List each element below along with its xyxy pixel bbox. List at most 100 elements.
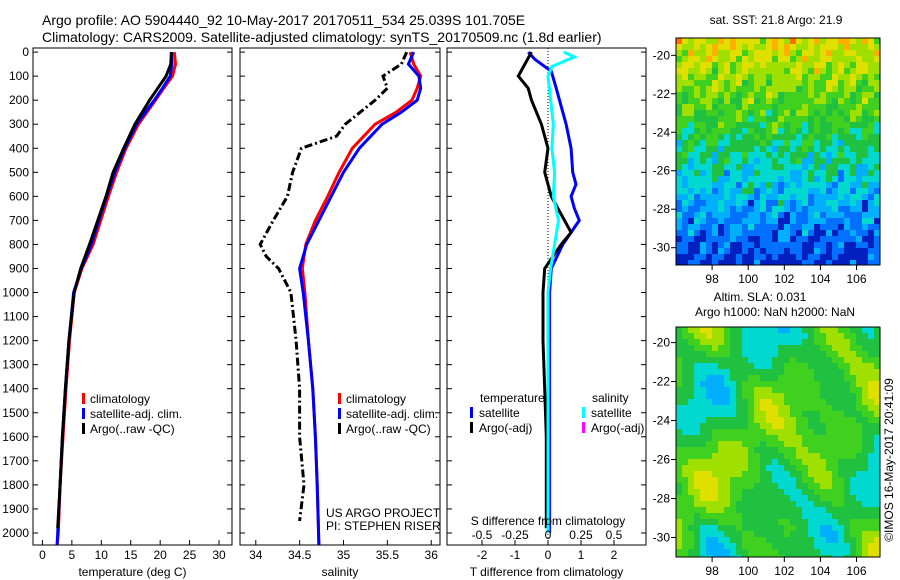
map-cell xyxy=(832,182,838,188)
map-cell xyxy=(784,411,790,417)
map-cell xyxy=(754,483,760,489)
map-cell xyxy=(724,140,730,146)
map-cell xyxy=(820,447,826,453)
map-cell xyxy=(772,164,778,170)
map-cell xyxy=(676,236,682,242)
map-cell xyxy=(724,411,730,417)
series-line-t-satellite xyxy=(527,51,581,533)
map-cell xyxy=(760,242,766,248)
map-cell xyxy=(748,218,754,224)
map-cell xyxy=(844,242,850,248)
map-cell xyxy=(868,110,874,116)
map-cell xyxy=(862,363,868,369)
map-cell xyxy=(850,152,856,158)
map-cell xyxy=(796,158,802,164)
map-cell xyxy=(784,128,790,134)
map-cell xyxy=(814,236,820,242)
x-tick-label: 2 xyxy=(611,548,618,562)
map-cell xyxy=(718,459,724,465)
map-cell xyxy=(718,339,724,345)
map-cell xyxy=(814,393,820,399)
map-cell xyxy=(760,158,766,164)
map-cell xyxy=(838,188,844,194)
map-cell xyxy=(688,423,694,429)
map-cell xyxy=(694,104,700,110)
map-cell xyxy=(826,230,832,236)
map-cell xyxy=(820,206,826,212)
map-cell xyxy=(742,441,748,447)
map-cell xyxy=(838,399,844,405)
map-cell xyxy=(784,513,790,519)
map-cell xyxy=(790,525,796,531)
map-cell xyxy=(748,104,754,110)
map-cell xyxy=(760,417,766,423)
map-cell xyxy=(778,393,784,399)
map-cell xyxy=(736,459,742,465)
map-cell xyxy=(754,501,760,507)
map-cell xyxy=(772,381,778,387)
map-cell xyxy=(802,134,808,140)
map-cell xyxy=(862,74,868,80)
map-cell xyxy=(676,537,682,543)
map-cell xyxy=(838,345,844,351)
map-cell xyxy=(754,200,760,206)
map-cell xyxy=(742,357,748,363)
map-cell xyxy=(694,423,700,429)
y-tick-label: 2000 xyxy=(2,526,29,540)
map-cell xyxy=(682,104,688,110)
map-cell xyxy=(802,242,808,248)
map-cell xyxy=(694,182,700,188)
map-cell xyxy=(832,507,838,513)
map-cell xyxy=(724,369,730,375)
map-cell xyxy=(814,477,820,483)
map-cell xyxy=(688,333,694,339)
map-cell xyxy=(766,194,772,200)
map-cell xyxy=(748,459,754,465)
map-cell xyxy=(850,56,856,62)
map-cell xyxy=(700,453,706,459)
map-cell xyxy=(748,543,754,549)
map-cell xyxy=(688,242,694,248)
map-cell xyxy=(808,116,814,122)
map-cell xyxy=(682,537,688,543)
map-cell xyxy=(706,369,712,375)
map-cell xyxy=(700,387,706,393)
map-cell xyxy=(838,387,844,393)
map-cell xyxy=(706,333,712,339)
map-cell xyxy=(850,441,856,447)
map-cell xyxy=(808,218,814,224)
map-cell xyxy=(790,50,796,56)
map-cell xyxy=(826,345,832,351)
map-cell xyxy=(778,62,784,68)
map-cell xyxy=(844,369,850,375)
map-cell xyxy=(700,381,706,387)
map-cell xyxy=(682,519,688,525)
map-cell xyxy=(838,50,844,56)
map-cell xyxy=(856,68,862,74)
map-cell xyxy=(724,495,730,501)
map-cell xyxy=(820,224,826,230)
map-cell xyxy=(820,254,826,260)
map-cell xyxy=(868,98,874,104)
map-cell xyxy=(784,531,790,537)
map-cell xyxy=(874,543,880,549)
map-cell xyxy=(838,92,844,98)
map-cell xyxy=(694,236,700,242)
map-cell xyxy=(796,357,802,363)
map-cell xyxy=(826,423,832,429)
map-cell xyxy=(772,333,778,339)
map-cell xyxy=(712,447,718,453)
map-cell xyxy=(712,164,718,170)
map-cell xyxy=(850,206,856,212)
map-cell xyxy=(706,519,712,525)
map-cell xyxy=(802,146,808,152)
map-cell xyxy=(802,441,808,447)
map-cell xyxy=(802,212,808,218)
map-cell xyxy=(706,387,712,393)
map-cell xyxy=(826,158,832,164)
map-cell xyxy=(844,483,850,489)
map-cell xyxy=(700,92,706,98)
map-cell xyxy=(700,459,706,465)
map-cell xyxy=(856,393,862,399)
map-cell xyxy=(676,465,682,471)
